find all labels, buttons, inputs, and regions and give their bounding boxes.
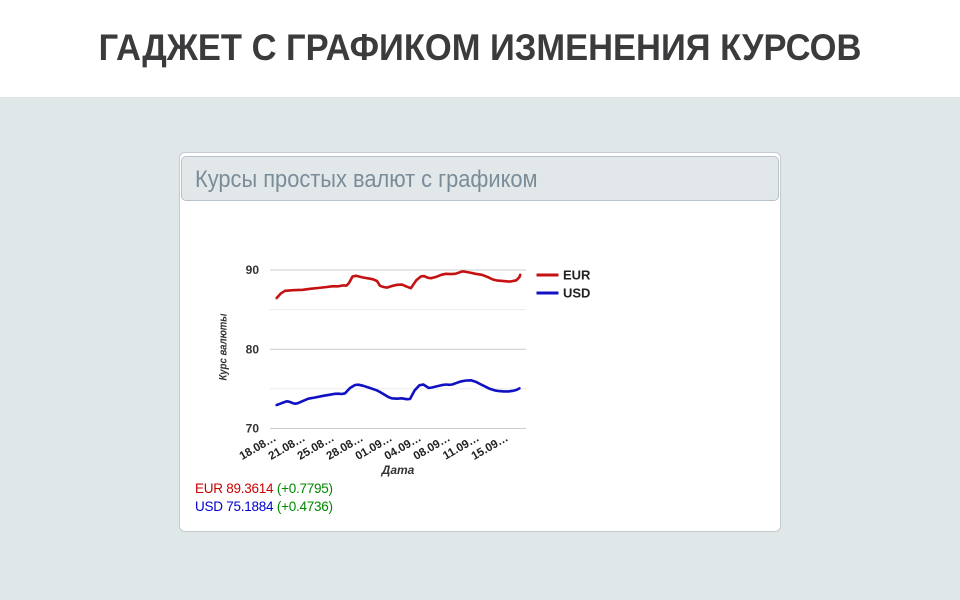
svg-text:EUR: EUR (563, 268, 591, 283)
svg-text:90: 90 (246, 263, 260, 277)
svg-text:70: 70 (246, 422, 260, 436)
svg-text:USD: USD (563, 286, 590, 301)
svg-text:80: 80 (246, 342, 260, 356)
svg-text:Курс валюты: Курс валюты (218, 313, 230, 381)
svg-text:Дата: Дата (381, 463, 415, 477)
